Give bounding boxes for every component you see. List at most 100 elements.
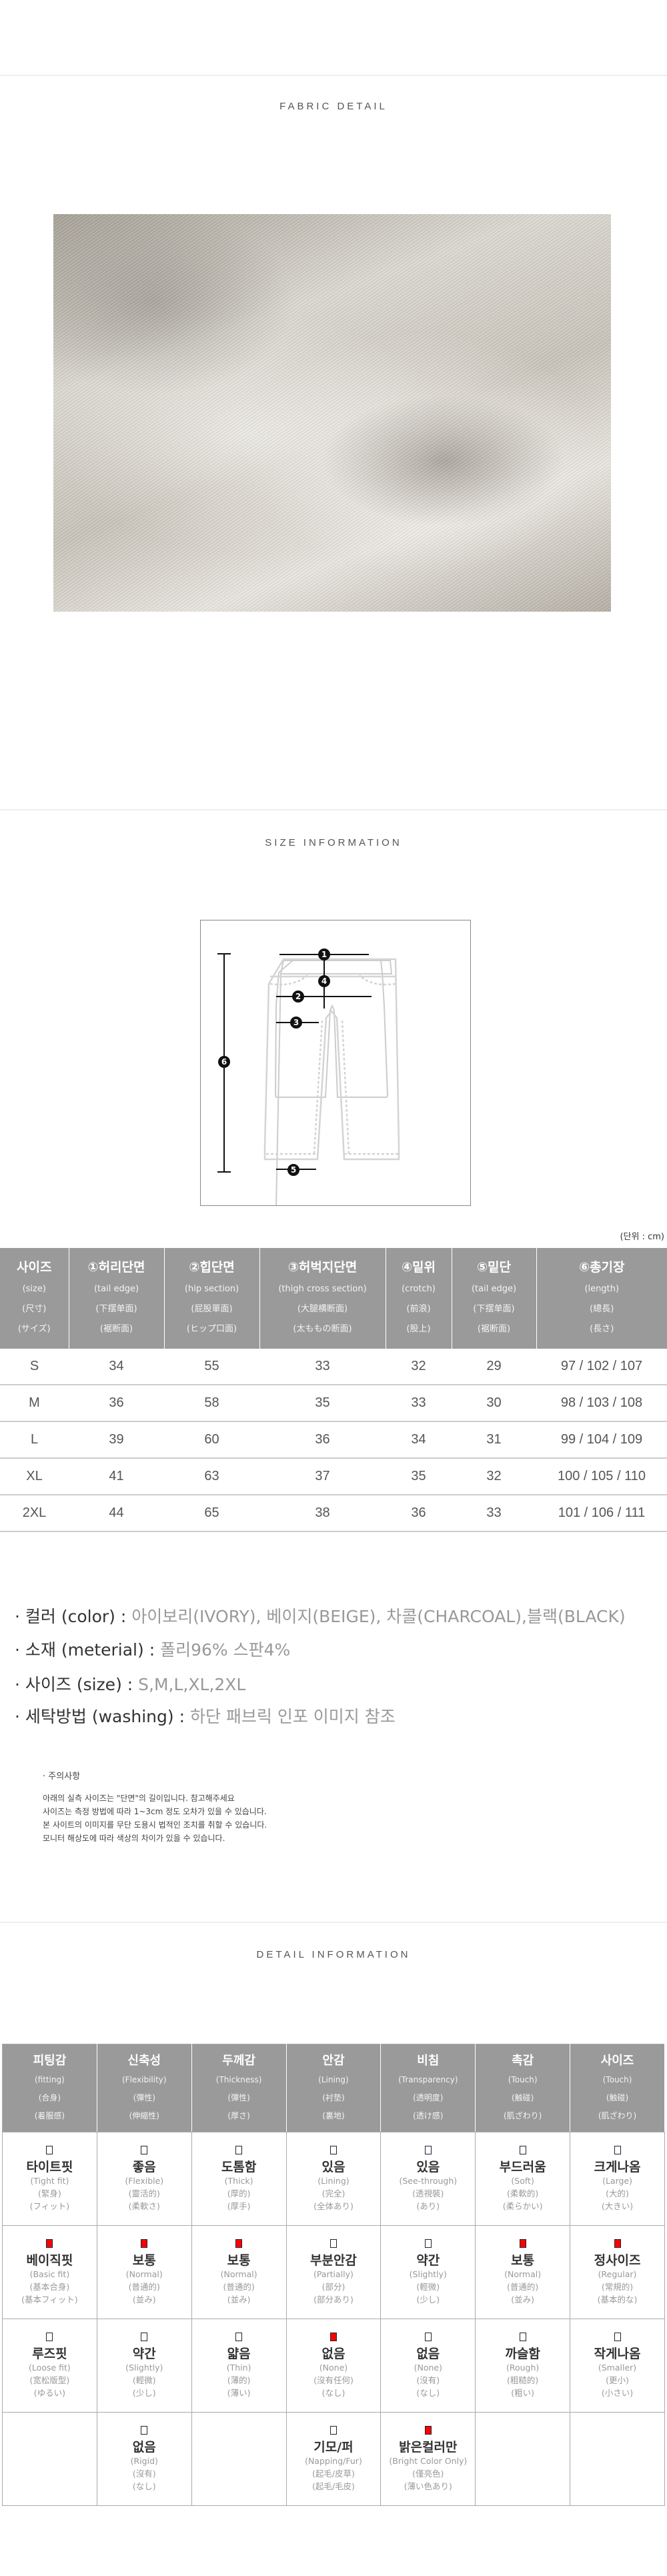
option-label: 까슬함 <box>505 2347 540 2361</box>
size-cell: 35 <box>259 1385 386 1422</box>
header-sublabel: (thigh cross section) <box>278 1284 367 1294</box>
header-sublabel: (裾断面) <box>99 1324 133 1334</box>
header-sublabel: (Lining) <box>318 2075 349 2084</box>
option-sublabel: (並み) <box>511 2295 535 2305</box>
option-label: 도톰함 <box>221 2160 257 2174</box>
option-sublabel: (Flexible) <box>125 2176 164 2186</box>
option-sublabel: (なし) <box>321 2388 346 2398</box>
option-sublabel: (Thick) <box>224 2176 253 2186</box>
marker-1 <box>318 948 330 960</box>
option-sublabel: (Lining) <box>317 2176 350 2186</box>
detail-cell: 밝은컬러만 (Bright Color Only) (僅亮色) (薄い色あり) <box>380 2412 476 2506</box>
header-sublabel: (肌ざわり) <box>598 2111 637 2120</box>
option-sublabel: (基本的な) <box>597 2295 638 2305</box>
header-label: 사이즈 <box>17 1260 52 1275</box>
marker-2 <box>292 991 304 1003</box>
checkbox-empty-icon <box>141 2146 148 2154</box>
header-label: ④밑위 <box>401 1260 436 1275</box>
header-sublabel: (size) <box>22 1284 46 1294</box>
header-sublabel: (裏地) <box>322 2111 345 2120</box>
checkbox-empty-icon <box>614 2333 621 2341</box>
header-label: 두께감 <box>222 2054 255 2068</box>
size-row: S 34 55 33 32 29 97 / 102 / 107 <box>0 1349 667 1385</box>
option-label: 부분안감 <box>309 2253 357 2268</box>
header-sublabel: (着服感) <box>34 2111 65 2120</box>
detail-cell: 있음 (Lining) (完全) (全体あり) <box>285 2132 382 2226</box>
marker-3 <box>290 1017 302 1029</box>
detail-column-header: 피팅감 (fitting) (合身) (着服感) <box>2 2044 97 2132</box>
notice-title: · 주의사항 <box>43 1772 81 1782</box>
option-label: 좋음 <box>132 2160 156 2174</box>
option-sublabel: (ゆるい) <box>33 2388 66 2398</box>
notice-line: 본 사이트의 이미지를 무단 도용시 법적인 조치를 취할 수 있습니다. <box>43 1820 267 1830</box>
option-sublabel: (基本合身) <box>29 2282 70 2292</box>
size-column-header: ①허리단면 (tail edge) (下摆单面) (裾断面) <box>68 1248 164 1349</box>
size-cell: 32 <box>386 1349 452 1385</box>
detail-cell: 약간 (Slightly) (輕微) (少し) <box>380 2225 476 2319</box>
option-sublabel: (Slightly) <box>125 2363 163 2373</box>
option-sublabel: (薄的) <box>227 2375 251 2385</box>
option-sublabel: (フィット) <box>29 2201 70 2211</box>
detail-column-header: 사이즈 (Touch) (触碰) (肌ざわり) <box>570 2044 665 2132</box>
header-label: 안감 <box>322 2054 345 2068</box>
checkbox-empty-icon <box>424 2239 432 2248</box>
checkbox-empty-icon <box>424 2146 432 2154</box>
option-sublabel: (あり) <box>416 2201 440 2211</box>
detail-cell: 타이트핏 (Tight fit) (緊身) (フィット) <box>2 2132 97 2226</box>
size-cell: 37 <box>259 1458 386 1495</box>
detail-information-title: DETAIL INFORMATION <box>256 1949 411 1960</box>
checkbox-checked-icon <box>329 2333 337 2341</box>
option-label: 보통 <box>511 2253 535 2268</box>
header-sublabel: (彈性) <box>227 2093 250 2102</box>
option-sublabel: (See-through) <box>399 2176 458 2186</box>
option-sublabel: (Normal) <box>504 2269 542 2279</box>
option-sublabel: (Partially) <box>313 2269 354 2279</box>
notice-line: 사이즈는 측정 방법에 따라 1~3cm 정도 오차가 있을 수 있습니다. <box>43 1807 267 1816</box>
option-sublabel: (Tight fit) <box>30 2176 69 2186</box>
svg-text:3: 3 <box>293 1018 299 1027</box>
option-sublabel: (Bright Color Only) <box>389 2456 468 2466</box>
option-sublabel: (大きい) <box>601 2201 634 2211</box>
header-label: 피팅감 <box>33 2054 67 2068</box>
size-column-header: ⑥총기장 (length) (總長) (長さ) <box>536 1248 667 1349</box>
size-cell: 39 <box>69 1421 164 1459</box>
option-sublabel: (完全) <box>321 2188 346 2198</box>
size-cell: 63 <box>164 1458 259 1495</box>
checkbox-empty-icon <box>141 2333 148 2341</box>
size-cell: 99 / 104 / 109 <box>536 1421 667 1459</box>
detail-cell: 부분안감 (Partially) (部分) (部分あり) <box>285 2225 382 2319</box>
info-value: 하단 패브릭 인포 이미지 참조 <box>189 1707 396 1726</box>
detail-cell <box>475 2412 571 2506</box>
marker-6 <box>218 1056 230 1068</box>
detail-cell: 보통 (Normal) (普通的) (並み) <box>96 2225 192 2319</box>
detail-cell: 얇음 (Thin) (薄的) (薄い) <box>191 2319 287 2413</box>
fabric-detail-title: FABRIC DETAIL <box>279 101 388 112</box>
size-cell: 30 <box>452 1385 536 1422</box>
header-sublabel: (太ももの断面) <box>293 1324 352 1334</box>
detail-cell: 없음 (None) (沒有任何) (なし) <box>285 2319 382 2413</box>
option-label: 보통 <box>227 2253 251 2268</box>
detail-cell <box>2 2412 97 2506</box>
header-label: ⑥총기장 <box>578 1260 625 1275</box>
detail-cell: 크게나옴 (Large) (大的) (大きい) <box>570 2132 665 2226</box>
size-cell: 34 <box>69 1349 164 1385</box>
detail-cell: 베이직핏 (Basic fit) (基本合身) (基本フィット) <box>2 2225 97 2319</box>
option-sublabel: (起毛/毛皮) <box>311 2481 355 2491</box>
option-label: 얇음 <box>227 2347 251 2361</box>
detail-cell: 좋음 (Flexible) (靈活的) (柔軟さ) <box>96 2132 192 2226</box>
header-sublabel: (大腿横断面) <box>297 1304 348 1314</box>
size-cell: 38 <box>259 1495 386 1532</box>
header-sublabel: (透明度) <box>413 2093 444 2102</box>
option-sublabel: (小さい) <box>601 2388 634 2398</box>
detail-cell: 기모/퍼 (Napping/Fur) (起毛/皮草) (起毛/毛皮) <box>285 2412 382 2506</box>
option-sublabel: (Rough) <box>506 2363 540 2373</box>
header-sublabel: (触碰) <box>606 2093 629 2102</box>
header-sublabel: (厚さ) <box>227 2111 250 2120</box>
option-sublabel: (Slightly) <box>409 2269 447 2279</box>
header-sublabel: (總長) <box>590 1304 614 1314</box>
option-sublabel: (全体あり) <box>313 2201 354 2211</box>
svg-text:1: 1 <box>321 950 327 959</box>
size-column-header: ④밑위 (crotch) (前浪) (股上) <box>385 1248 452 1349</box>
size-cell: 36 <box>386 1495 452 1532</box>
divider <box>0 809 667 810</box>
